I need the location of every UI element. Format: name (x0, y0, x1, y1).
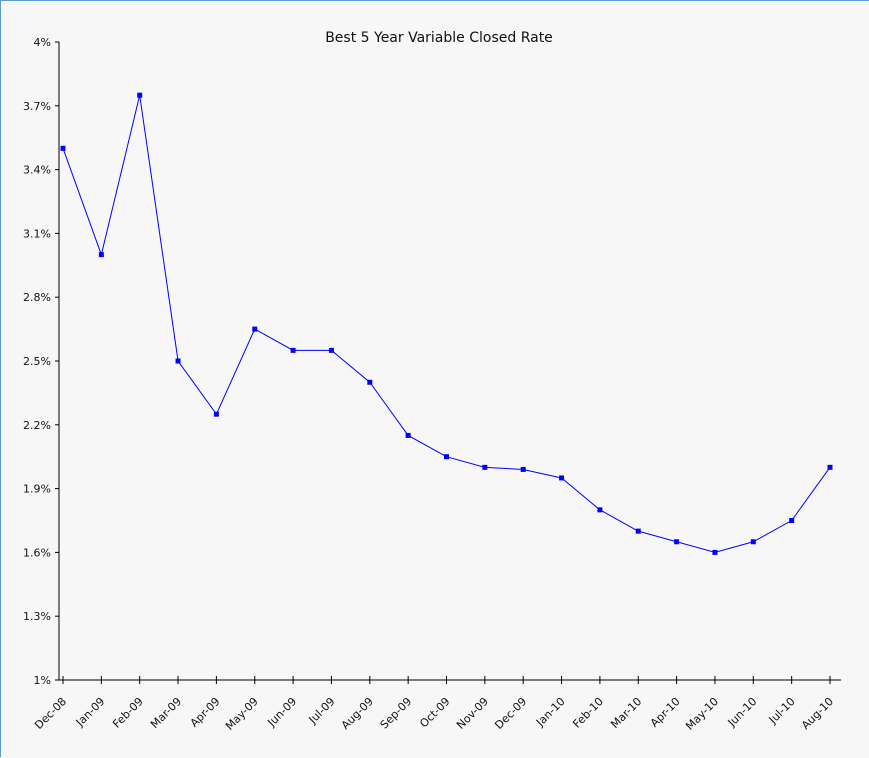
y-tick-label: 1.9% (23, 483, 51, 496)
y-tick-label: 4% (34, 36, 51, 49)
data-point (328, 347, 334, 353)
data-point (674, 539, 680, 545)
x-tick-label: Jun-09 (264, 695, 299, 730)
y-tick-label: 1% (34, 674, 51, 687)
data-point (213, 411, 219, 417)
x-tick-label: Nov-09 (454, 695, 491, 732)
data-point (290, 347, 296, 353)
data-point (60, 145, 66, 151)
x-tick-label: May-09 (223, 695, 261, 733)
y-tick-label: 1.6% (23, 546, 51, 559)
x-tick-label: May-10 (683, 695, 721, 733)
y-tick-label: 3.1% (23, 227, 51, 240)
x-tick-label: Apr-09 (188, 695, 223, 730)
data-point (137, 92, 143, 98)
data-point (827, 464, 833, 470)
x-tick-label: Oct-09 (417, 695, 452, 730)
data-point (367, 379, 373, 385)
x-tick-label: Jun-10 (725, 695, 760, 730)
y-tick-label: 2.8% (23, 291, 51, 304)
data-point (635, 528, 641, 534)
data-point (175, 358, 181, 364)
data-point (520, 466, 526, 472)
data-point (597, 507, 603, 513)
data-point (98, 252, 104, 258)
y-tick-label: 2.5% (23, 355, 51, 368)
x-tick-label: Jul-09 (306, 695, 338, 727)
x-tick-label: Sep-09 (378, 695, 415, 732)
x-tick-label: Jan-09 (73, 695, 108, 730)
y-tick-label: 3.7% (23, 100, 51, 113)
x-tick-label: Feb-09 (110, 695, 146, 731)
x-tick-label: Jul-10 (766, 695, 798, 727)
x-tick-label: Dec-08 (32, 695, 69, 732)
data-point (750, 539, 756, 545)
data-point (789, 518, 795, 523)
series-layer (60, 92, 833, 555)
data-point (712, 549, 718, 555)
y-tick-label: 3.4% (23, 164, 51, 177)
x-tick-label: Feb-10 (570, 695, 606, 731)
data-point (405, 432, 411, 438)
data-point (482, 464, 488, 470)
x-tick-label: Mar-10 (608, 695, 644, 731)
x-tick-label: Dec-09 (492, 695, 529, 732)
x-tick-label: Aug-09 (339, 695, 376, 732)
x-tick-label: Mar-09 (148, 695, 184, 731)
chart-title: Best 5 Year Variable Closed Rate (325, 30, 553, 46)
data-point (252, 326, 258, 332)
data-point (559, 475, 565, 481)
y-tick-label: 2.2% (23, 419, 51, 432)
x-tick-label: Jan-10 (533, 695, 568, 730)
x-tick-label: Aug-10 (799, 695, 836, 732)
series-line (62, 95, 831, 553)
data-point (444, 454, 449, 460)
x-tick-label: Apr-10 (648, 695, 683, 730)
y-tick-label: 1.3% (23, 610, 51, 623)
